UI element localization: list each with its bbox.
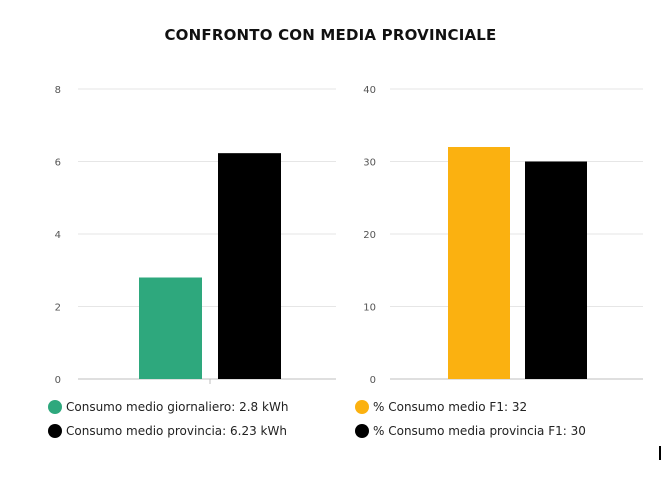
legend-swatch [355, 400, 369, 414]
y-tick-label: 0 [55, 375, 61, 386]
legend-swatch [355, 424, 369, 438]
legend-item-left-0: Consumo medio giornaliero: 2.8 kWh [48, 400, 288, 414]
y-tick-label: 0 [370, 375, 376, 386]
legend-item-right-1: % Consumo media provincia F1: 30 [355, 424, 586, 438]
y-tick-label: 6 [55, 158, 61, 169]
bar [218, 153, 281, 379]
legend-item-left-1: Consumo medio provincia: 6.23 kWh [48, 424, 287, 438]
bar [139, 277, 202, 379]
bar [525, 161, 587, 379]
legend-item-right-0: % Consumo medio F1: 32 [355, 400, 527, 414]
y-tick-label: 8 [55, 85, 61, 96]
edge-mark [659, 446, 661, 460]
y-tick-label: 40 [363, 85, 376, 96]
legend-swatch [48, 400, 62, 414]
legend-label: Consumo medio provincia: 6.23 kWh [66, 424, 287, 438]
y-tick-label: 10 [363, 303, 376, 314]
legend-label: % Consumo medio F1: 32 [373, 400, 528, 414]
chart-title: CONFRONTO CON MEDIA PROVINCIALE [164, 26, 497, 44]
y-tick-label: 4 [55, 230, 61, 241]
legend-swatch [48, 424, 62, 438]
legend-label: % Consumo media provincia F1: 30 [373, 424, 586, 438]
y-tick-label: 2 [55, 303, 61, 314]
legend-label: Consumo medio giornaliero: 2.8 kWh [66, 400, 289, 414]
bar [448, 147, 510, 379]
y-tick-label: 20 [363, 230, 376, 241]
y-tick-label: 30 [363, 158, 376, 169]
